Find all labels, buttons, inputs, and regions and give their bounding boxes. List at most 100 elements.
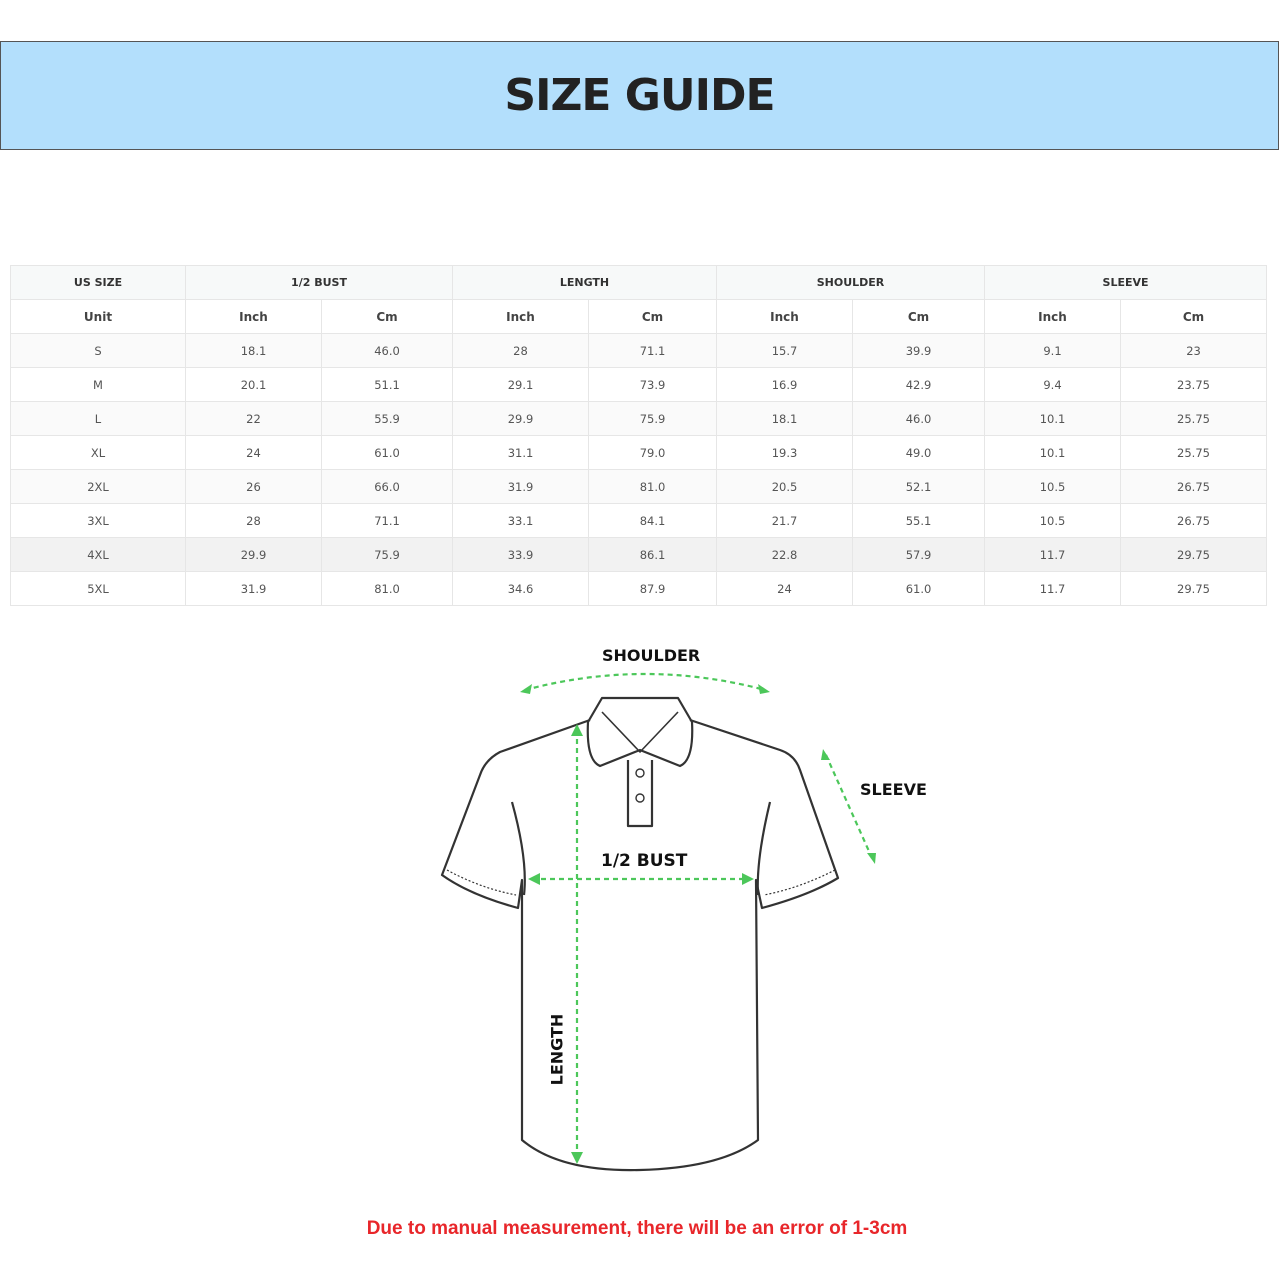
header-shoulder: SHOULDER [715,265,986,300]
measurement-cell: 20.5 [716,469,853,504]
size-cell: 2XL [10,469,186,504]
measurement-cell: 57.9 [851,537,986,572]
table-row: M 20.1 51.1 29.1 73.9 16.9 42.9 9.4 23.75 [10,367,1268,402]
measurement-cell: 9.1 [984,333,1122,368]
measurement-cell: 29.9 [452,401,589,436]
measurement-cell: 51.1 [321,367,453,402]
measurement-cell: 73.9 [588,367,717,402]
size-cell: M [10,367,186,402]
measurement-cell: 29.75 [1120,571,1268,606]
measurement-cell: 26.75 [1120,469,1268,504]
measurement-cell: 28 [452,333,589,368]
sleeve-arrow [824,754,874,859]
measurement-cell: 33.1 [452,503,589,538]
measurement-cell: 79.0 [588,435,717,470]
unit-header-row: Unit Inch Cm Inch Cm Inch Cm Inch Cm [10,299,1268,334]
unit-header-cell: Unit [10,299,186,334]
measurement-cell: 24 [185,435,322,470]
measurement-cell: 26 [185,469,322,504]
measurement-cell: 19.3 [716,435,853,470]
size-cell: 4XL [10,537,186,572]
unit-header-cell: Cm [321,299,453,334]
size-cell: XL [10,435,186,470]
unit-header-cell: Inch [452,299,589,334]
title-banner: SIZE GUIDE [0,41,1279,150]
header-bust: 1/2 BUST [185,265,453,300]
size-cell: S [10,333,186,368]
measurement-cell: 23.75 [1120,367,1268,402]
measurement-cell: 10.1 [984,401,1122,436]
length-label: LENGTH [547,1013,567,1086]
measurement-cell: 22 [185,401,322,436]
measurement-cell: 42.9 [851,367,986,402]
table-row: S 18.1 46.0 28 71.1 15.7 39.9 9.1 23 [10,333,1268,368]
measurement-cell: 16.9 [716,367,853,402]
sleeve-label: SLEEVE [860,780,927,799]
measurement-cell: 29.1 [452,367,589,402]
header-length: LENGTH [452,265,717,300]
measurement-cell: 75.9 [588,401,717,436]
measurement-cell: 71.1 [321,503,453,538]
measurement-cell: 46.0 [851,401,986,436]
page-title: SIZE GUIDE [504,70,775,121]
measurement-cell: 22.8 [716,537,853,572]
measurement-cell: 10.5 [984,469,1122,504]
measurement-note: Due to manual measurement, there will be… [366,1218,908,1239]
unit-header-cell: Inch [984,299,1122,334]
size-cell: 3XL [10,503,186,538]
placket [626,760,654,828]
header-us-size: US SIZE [10,265,186,300]
collar [586,696,694,768]
measurement-cell: 34.6 [452,571,589,606]
measurement-cell: 31.9 [185,571,322,606]
measurement-cell: 84.1 [588,503,717,538]
measurement-cell: 21.7 [716,503,853,538]
measurement-cell: 24 [716,571,853,606]
polo-shirt-diagram [440,672,876,1172]
measurement-cell: 31.9 [452,469,589,504]
measurement-cell: 11.7 [984,537,1122,572]
shoulder-label: SHOULDER [602,646,701,665]
measurement-cell: 81.0 [321,571,453,606]
size-table: US SIZE 1/2 BUST LENGTH SHOULDER SLEEVE … [10,265,1268,606]
measurement-cell: 9.4 [984,367,1122,402]
table-row: 4XL 29.9 75.9 33.9 86.1 22.8 57.9 11.7 29.75 [10,537,1268,572]
measurement-cell: 10.5 [984,503,1122,538]
measurement-cell: 49.0 [851,435,986,470]
measurement-cell: 25.75 [1120,435,1268,470]
measurement-cell: 75.9 [321,537,453,572]
group-header-row: US SIZE 1/2 BUST LENGTH SHOULDER SLEEVE [10,265,1268,300]
unit-header-cell: Cm [851,299,986,334]
table-row: XL 24 61.0 31.1 79.0 19.3 49.0 10.1 25.75 [10,435,1268,470]
measurement-cell: 39.9 [851,333,986,368]
measurement-cell: 25.75 [1120,401,1268,436]
table-row: L 22 55.9 29.9 75.9 18.1 46.0 10.1 25.75 [10,401,1268,436]
measurement-cell: 31.1 [452,435,589,470]
measurement-cell: 61.0 [321,435,453,470]
header-sleeve: SLEEVE [984,265,1268,300]
table-row: 2XL 26 66.0 31.9 81.0 20.5 52.1 10.5 26.75 [10,469,1268,504]
measurement-cell: 52.1 [851,469,986,504]
unit-header-cell: Cm [588,299,717,334]
measurement-cell: 55.9 [321,401,453,436]
unit-header-cell: Cm [1120,299,1268,334]
measurement-cell: 71.1 [588,333,717,368]
measurement-cell: 55.1 [851,503,986,538]
shoulder-arrow [524,672,766,692]
size-cell: L [10,401,186,436]
measurement-cell: 15.7 [716,333,853,368]
measurement-cell: 18.1 [716,401,853,436]
measurement-cell: 28 [185,503,322,538]
measurement-cell: 87.9 [588,571,717,606]
measurement-cell: 29.9 [185,537,322,572]
measurement-cell: 10.1 [984,435,1122,470]
table-row: 3XL 28 71.1 33.1 84.1 21.7 55.1 10.5 26.75 [10,503,1268,538]
measurement-cell: 81.0 [588,469,717,504]
table-row: 5XL 31.9 81.0 34.6 87.9 24 61.0 11.7 29.75 [10,571,1268,606]
measurement-cell: 33.9 [452,537,589,572]
size-cell: 5XL [10,571,186,606]
measurement-cell: 20.1 [185,367,322,402]
measurement-cell: 66.0 [321,469,453,504]
measurement-cell: 86.1 [588,537,717,572]
unit-header-cell: Inch [185,299,322,334]
